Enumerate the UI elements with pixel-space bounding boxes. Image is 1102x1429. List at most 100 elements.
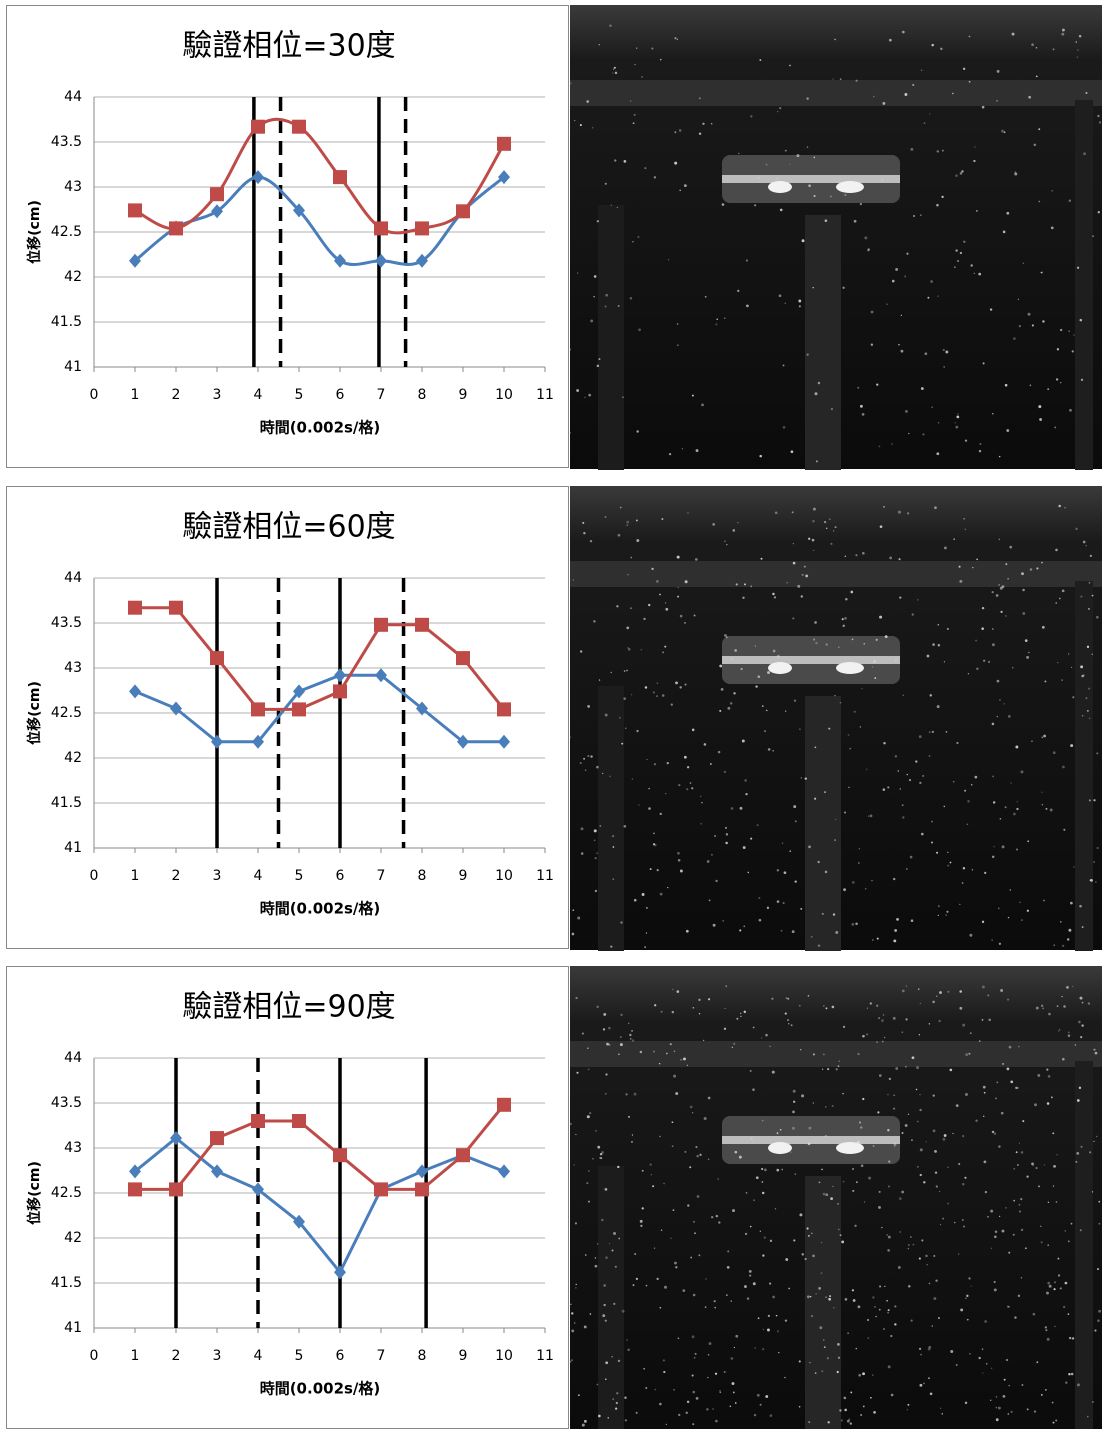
photo-particle — [1052, 48, 1055, 51]
photo-particle — [670, 1237, 672, 1239]
photo-particle — [674, 161, 678, 165]
photo-particle — [910, 919, 914, 922]
photo-particle — [709, 763, 712, 765]
photo-particle — [928, 754, 931, 757]
photo-particle — [750, 1137, 753, 1140]
point — [415, 617, 429, 632]
photo-particle — [599, 825, 602, 827]
photo-particle — [874, 1306, 876, 1308]
photo-particle — [1017, 298, 1020, 301]
photo-particle — [858, 1121, 862, 1124]
photo-particle — [804, 1257, 807, 1261]
photo-particle — [1068, 1372, 1071, 1376]
photo-particle — [830, 542, 833, 545]
photo-particle — [710, 122, 713, 125]
photo-particle — [1020, 1151, 1024, 1154]
photo-particle — [694, 1352, 697, 1355]
photo-particle — [686, 788, 689, 791]
photo-particle — [621, 742, 624, 745]
photo-particle — [995, 1406, 998, 1409]
photo-particle — [870, 1396, 872, 1399]
photo-particle — [1061, 589, 1065, 593]
photo-particle — [767, 1328, 770, 1332]
photo-particle — [704, 1306, 707, 1308]
photo-particle — [803, 565, 806, 568]
photo-particle — [1085, 91, 1088, 95]
x-tick-label: 1 — [131, 868, 140, 884]
photo-particle — [1003, 131, 1006, 134]
photo-highlight — [768, 662, 792, 674]
photo-particle — [774, 511, 778, 515]
photo-particle — [773, 596, 777, 599]
photo-particle — [1018, 1045, 1020, 1048]
photo-particle — [929, 113, 931, 115]
photo-particle — [612, 846, 615, 848]
photo-particle — [995, 1418, 999, 1422]
photo-particle — [615, 1401, 618, 1405]
photo-particle — [842, 286, 845, 289]
photo-particle — [814, 392, 818, 396]
photo-particle — [905, 1018, 908, 1021]
photo-particle — [1048, 1284, 1052, 1288]
point — [170, 701, 182, 716]
photo-particle — [731, 1382, 735, 1386]
photo-particle — [757, 675, 761, 679]
photo-particle — [871, 879, 873, 882]
photo-particle — [793, 1239, 796, 1242]
photo-particle — [611, 834, 615, 838]
photo-particle — [1091, 594, 1094, 597]
photo-particle — [645, 906, 648, 909]
photo-particle — [872, 1374, 874, 1376]
photo-particle — [1020, 1276, 1023, 1279]
photo-particle — [798, 299, 802, 303]
photo-particle — [1087, 709, 1089, 712]
photo-particle — [638, 804, 640, 806]
photo-particle — [943, 805, 946, 808]
photo-particle — [985, 1363, 988, 1365]
photo-post — [1075, 1061, 1093, 1429]
photo-particle — [905, 409, 908, 413]
photo-particle — [936, 203, 939, 207]
photo-particle — [863, 1201, 866, 1203]
photo-particle — [1020, 1198, 1023, 1201]
photo-particle — [659, 892, 663, 896]
photo-particle — [835, 931, 839, 934]
photo-particle — [886, 303, 888, 305]
photo-particle — [997, 907, 1000, 910]
photo-particle — [1069, 1336, 1072, 1340]
photo-particle — [1091, 653, 1094, 656]
photo-particle — [746, 304, 749, 308]
photo-particle — [700, 795, 702, 798]
photo-particle — [1027, 312, 1031, 316]
photo-particle — [633, 898, 637, 902]
photo-particle — [930, 280, 934, 283]
x-tick-label: 8 — [418, 387, 427, 403]
photo-particle — [895, 1067, 899, 1070]
point — [457, 734, 469, 749]
photo-particle — [970, 1285, 972, 1287]
photo-particle — [892, 1016, 896, 1020]
photo-particle — [695, 1397, 699, 1400]
photo-particle — [598, 358, 601, 361]
photo-particle — [1031, 1162, 1034, 1166]
photo-particle — [1060, 381, 1062, 384]
photo-particle — [1059, 1029, 1061, 1031]
photo-particle — [909, 855, 913, 859]
photo-particle — [855, 1181, 858, 1184]
photo-particle — [671, 1121, 674, 1124]
photo-particle — [692, 1390, 696, 1394]
photo-particle — [631, 778, 634, 780]
photo-particle — [715, 879, 718, 883]
photo-particle — [1075, 527, 1078, 531]
photo-particle — [825, 1106, 827, 1108]
photo-beam — [570, 1041, 1102, 1067]
photo-particle — [800, 595, 803, 598]
photo-particle — [664, 1285, 668, 1289]
photo-particle — [964, 789, 967, 792]
x-tick-label: 4 — [254, 868, 263, 884]
photo-particle — [1013, 1168, 1015, 1170]
photo-particle — [904, 1124, 908, 1127]
photo-particle — [875, 1315, 877, 1318]
photo-particle — [1061, 32, 1065, 36]
photo-particle — [790, 1024, 793, 1027]
